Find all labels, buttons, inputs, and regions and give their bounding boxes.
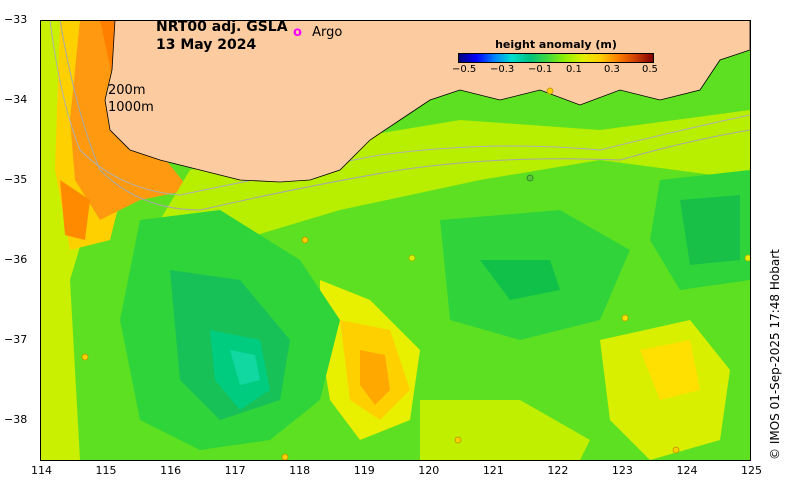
contour-label-1000m: 1000m bbox=[108, 100, 154, 115]
colorbar-tick-label: 0.1 bbox=[566, 64, 582, 75]
x-tick-label: 122 bbox=[547, 464, 569, 477]
argo-marker bbox=[281, 453, 289, 460]
x-tick-label: 125 bbox=[741, 464, 762, 477]
x-tick-label: 115 bbox=[95, 464, 117, 477]
argo-marker bbox=[672, 446, 680, 454]
anomaly-region bbox=[480, 260, 560, 300]
product-title: NRT00 adj. GSLA bbox=[156, 19, 288, 35]
argo-legend-icon: o bbox=[293, 25, 302, 40]
anomaly-region bbox=[680, 195, 740, 265]
x-tick-label: 123 bbox=[611, 464, 633, 477]
anomaly-region bbox=[640, 340, 700, 400]
y-tick-label: −37 bbox=[4, 333, 28, 346]
argo-marker bbox=[81, 353, 89, 361]
colorbar-title: height anomaly (m) bbox=[495, 38, 617, 51]
map-border bbox=[40, 20, 751, 461]
colorbar: height anomaly (m) −0.5 −0.3 −0.1 0.1 0.3 0.5 bbox=[452, 38, 658, 77]
x-tick-label: 117 bbox=[224, 464, 246, 477]
anomaly-region bbox=[60, 180, 90, 240]
colorbar-tick-label: 0.3 bbox=[604, 64, 620, 75]
argo-marker bbox=[526, 174, 534, 182]
contour-label-200m: 200m bbox=[108, 83, 146, 98]
argo-marker bbox=[408, 254, 416, 262]
argo-marker bbox=[301, 236, 309, 244]
x-tick-label: 119 bbox=[353, 464, 375, 477]
argo-marker bbox=[454, 436, 462, 444]
x-tick-label: 121 bbox=[482, 464, 504, 477]
colorbar-ticks: −0.5 −0.3 −0.1 0.1 0.3 0.5 bbox=[452, 63, 658, 77]
y-tick-label: −33 bbox=[4, 13, 28, 26]
argo-marker bbox=[744, 254, 750, 262]
y-tick-label: −38 bbox=[4, 413, 28, 426]
anomaly-region bbox=[420, 400, 590, 460]
footer-credit: © IMOS 01-Sep-2025 17:48 Hobart bbox=[768, 249, 782, 460]
contour-1000m bbox=[59, 20, 750, 211]
argo-marker bbox=[621, 314, 629, 322]
argo-marker bbox=[546, 87, 554, 95]
x-tick-label: 116 bbox=[160, 464, 182, 477]
argo-markers bbox=[81, 87, 750, 460]
anomaly-region bbox=[230, 350, 260, 385]
x-tick-label: 114 bbox=[31, 464, 52, 477]
anomaly-region bbox=[160, 110, 750, 240]
colorbar-gradient bbox=[458, 53, 654, 63]
y-tick-label: −35 bbox=[4, 173, 28, 186]
y-tick-label: −34 bbox=[4, 93, 28, 106]
anomaly-region bbox=[360, 350, 390, 405]
x-tick-label: 118 bbox=[289, 464, 311, 477]
argo-legend-label: Argo bbox=[312, 25, 343, 40]
argo-legend: o Argo bbox=[293, 25, 342, 40]
colorbar-tick-label: −0.3 bbox=[490, 64, 515, 75]
colorbar-tick-label: 0.5 bbox=[642, 64, 658, 75]
x-tick-label: 120 bbox=[418, 464, 440, 477]
x-tick-label: 124 bbox=[676, 464, 698, 477]
y-tick-label: −36 bbox=[4, 253, 28, 266]
colorbar-tick-label: −0.5 bbox=[452, 64, 477, 75]
date-title: 13 May 2024 bbox=[156, 37, 257, 53]
colorbar-tick-label: −0.1 bbox=[528, 64, 553, 75]
